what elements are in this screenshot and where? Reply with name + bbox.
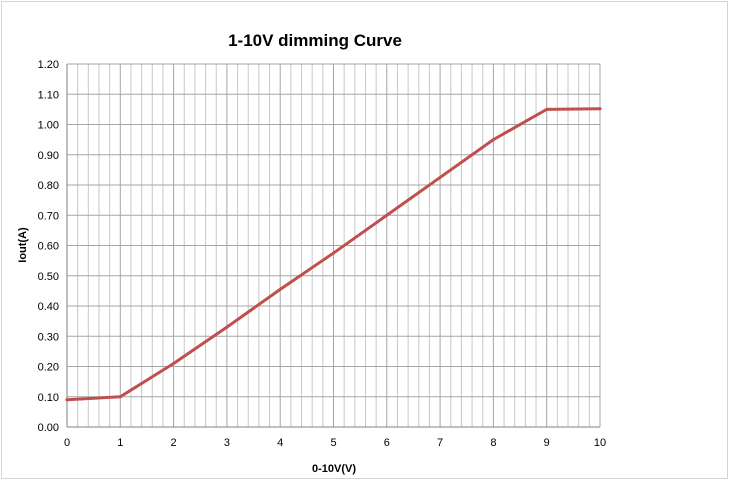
x-tick-label: 4: [277, 437, 283, 449]
y-tick-label: 0.00: [38, 422, 59, 434]
data-point: [598, 107, 602, 111]
y-tick-label: 0.60: [38, 241, 59, 253]
data-point: [438, 175, 442, 179]
data-point: [278, 287, 282, 291]
chart-title: 1-10V dimming Curve: [228, 31, 402, 50]
data-point: [545, 107, 549, 111]
x-tick-label: 2: [171, 437, 177, 449]
x-tick-label: 5: [330, 437, 336, 449]
data-point: [65, 398, 69, 402]
x-tick-label: 0: [64, 437, 70, 449]
data-point: [172, 361, 176, 365]
x-tick-label: 6: [384, 437, 390, 449]
y-tick-label: 0.40: [38, 301, 59, 313]
y-tick-label: 0.50: [38, 271, 59, 283]
y-tick-label: 0.10: [38, 392, 59, 404]
y-tick-label: 1.10: [38, 89, 59, 101]
y-tick-label: 0.70: [38, 210, 59, 222]
grid: [66, 63, 601, 428]
axes: [66, 64, 600, 428]
data-point: [332, 251, 335, 255]
x-tick-label: 9: [544, 437, 550, 449]
y-tick-label: 0.30: [38, 331, 59, 343]
x-axis-label: 0-10V(V): [312, 463, 356, 475]
x-tick-label: 7: [437, 437, 443, 449]
y-tick-label: 1.00: [38, 120, 59, 132]
y-tick-label: 0.20: [38, 362, 59, 374]
series: [65, 107, 602, 402]
x-tick-label: 8: [490, 437, 496, 449]
y-tick-label: 0.90: [38, 150, 59, 162]
y-tick-label: 0.80: [38, 180, 59, 192]
x-tick-label: 1: [117, 437, 123, 449]
y-tick-label: 1.20: [38, 59, 59, 71]
data-point: [225, 325, 229, 329]
y-tick-labels: 0.00 0.10 0.20 0.30 0.40 0.50 0.60 0.70 0.80 0.90…: [38, 59, 59, 434]
data-point: [491, 138, 495, 142]
x-tick-label: 10: [594, 437, 606, 449]
y-axis-label: Iout(A): [17, 227, 29, 263]
data-point: [385, 213, 389, 217]
data-point: [118, 395, 122, 399]
x-tick-label: 3: [224, 437, 230, 449]
x-tick-labels: 0 1 2 3 4 5 6 7 8 9 10: [64, 437, 606, 449]
